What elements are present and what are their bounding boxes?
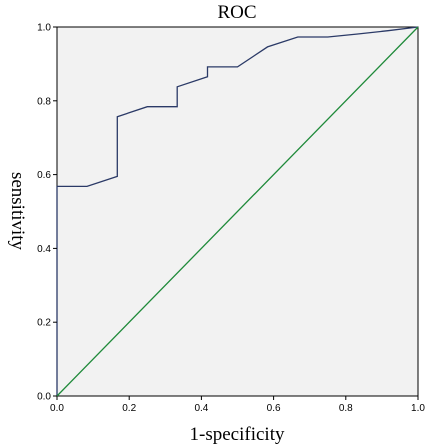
y-tick-label: 0.4 bbox=[37, 244, 51, 255]
x-axis-label: 1-specificity bbox=[190, 424, 285, 445]
reference-diagonal-line bbox=[56, 26, 419, 397]
chart-title: ROC bbox=[217, 2, 256, 23]
plot-area bbox=[56, 26, 419, 397]
x-tick-label: 0.0 bbox=[50, 403, 64, 414]
roc-curve-line bbox=[56, 26, 419, 396]
y-tick-label: 1.0 bbox=[37, 23, 51, 34]
x-tick-label: 0.6 bbox=[267, 403, 281, 414]
x-tick-label: 0.8 bbox=[339, 403, 353, 414]
y-tick-label: 0.6 bbox=[37, 170, 51, 181]
y-tick-label: 0.8 bbox=[37, 96, 51, 107]
y-tick-label: 0.2 bbox=[37, 318, 51, 329]
y-axis-label: sensitivity bbox=[7, 172, 28, 251]
x-tick-label: 0.4 bbox=[194, 403, 208, 414]
y-tick-label: 0.0 bbox=[37, 392, 51, 403]
x-tick-label: 1.0 bbox=[411, 403, 425, 414]
x-tick-label: 0.2 bbox=[122, 403, 136, 414]
axis-ticks: 0.0 0.2 0.4 0.6 0.8 1.0 0.0 0.2 0.4 0.6 0.8 1.0 bbox=[37, 23, 425, 415]
